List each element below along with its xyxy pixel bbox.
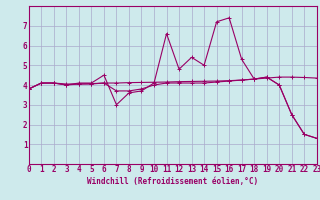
X-axis label: Windchill (Refroidissement éolien,°C): Windchill (Refroidissement éolien,°C): [87, 177, 258, 186]
